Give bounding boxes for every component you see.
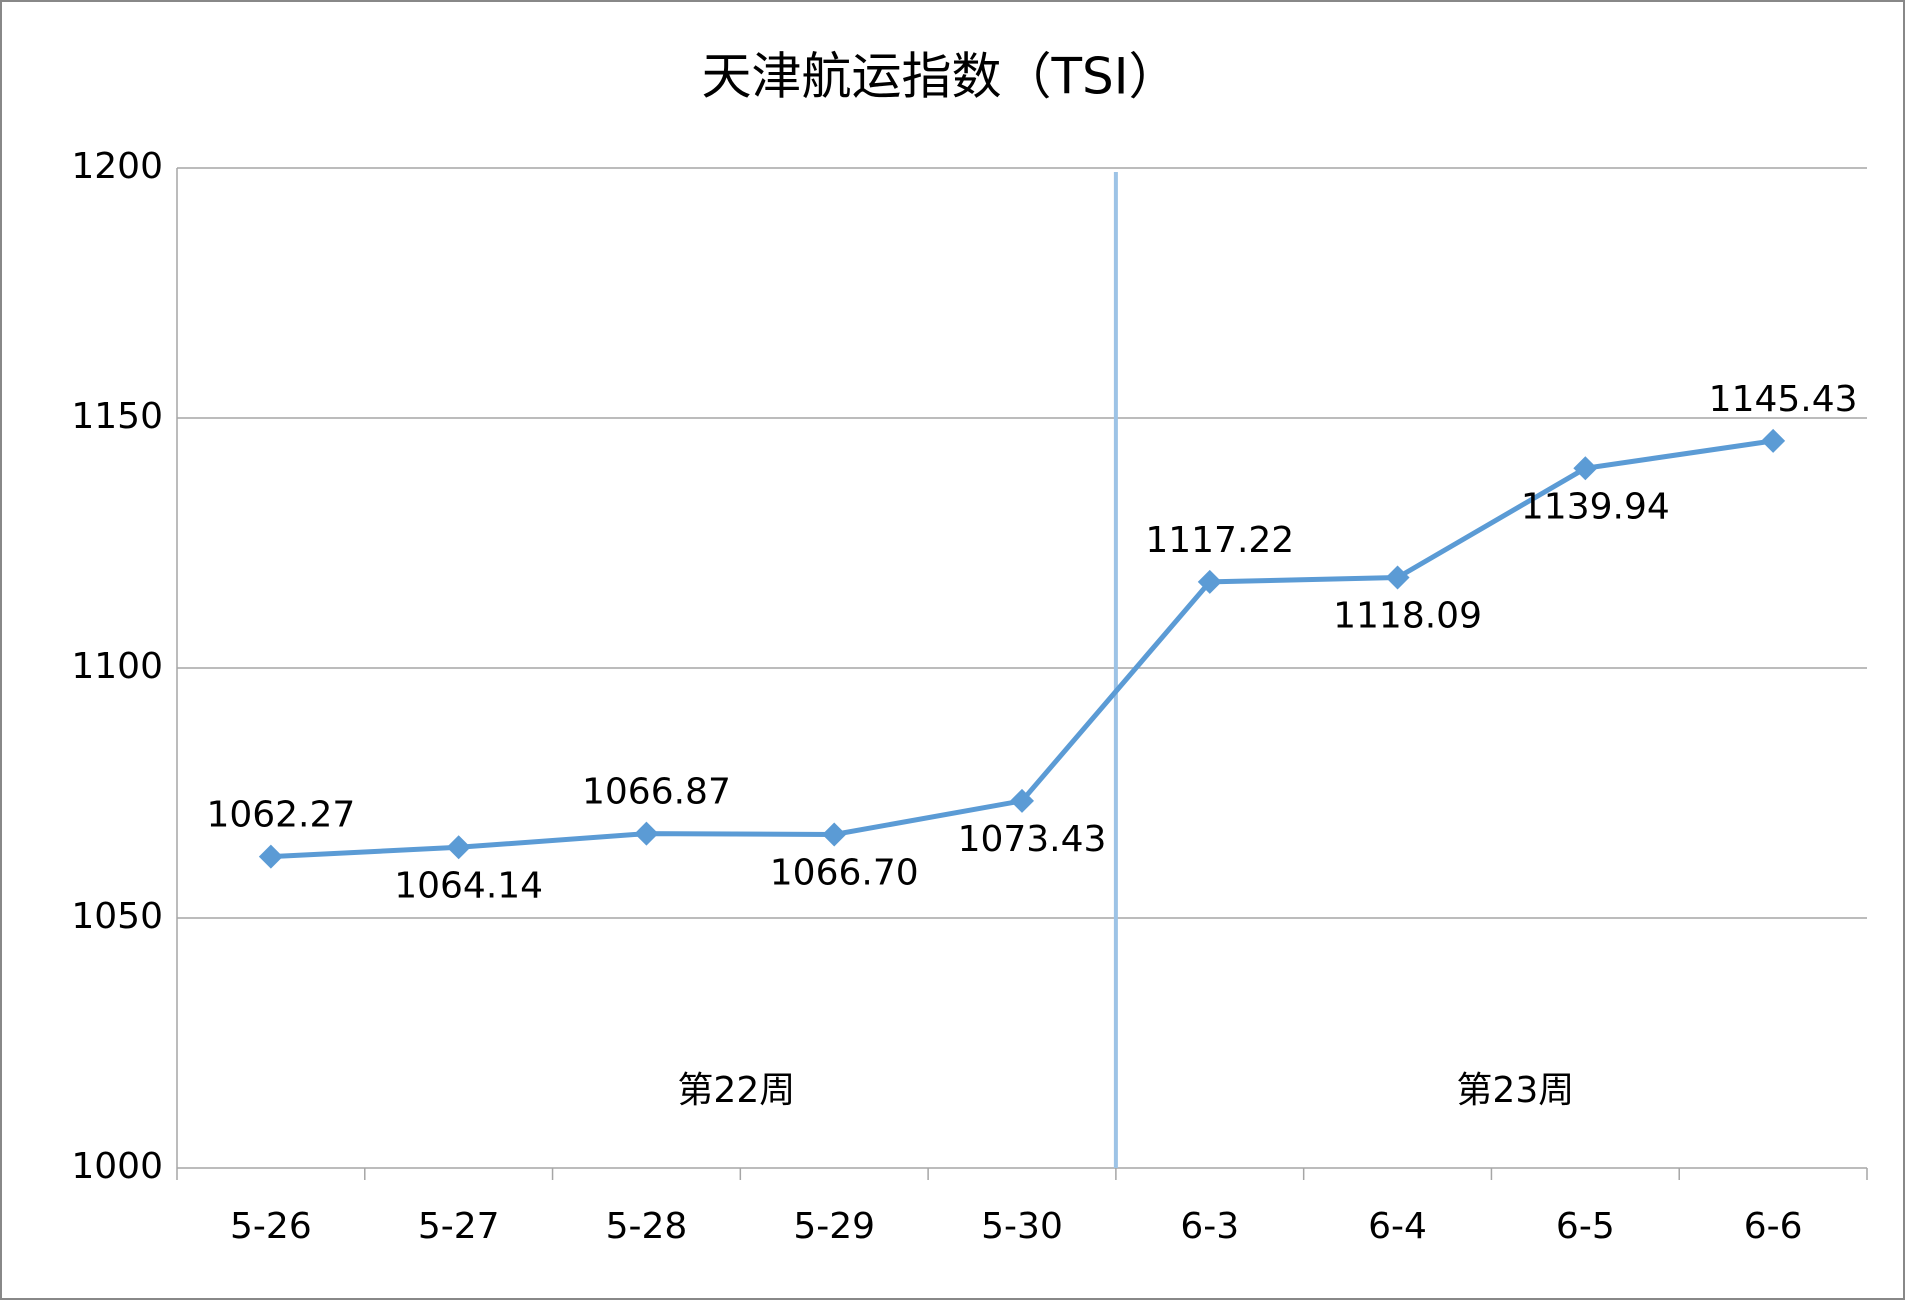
y-tick-label: 1100 <box>71 646 163 687</box>
marker <box>258 844 283 869</box>
marker <box>1385 565 1410 590</box>
x-tick-label: 5-26 <box>230 1206 312 1247</box>
marker <box>1197 569 1222 594</box>
x-tick-label: 6-3 <box>1180 1206 1239 1247</box>
x-tick-label: 5-30 <box>981 1206 1063 1247</box>
data-label: 1118.09 <box>1333 596 1482 637</box>
marker <box>822 822 847 847</box>
data-label: 1139.94 <box>1521 486 1670 527</box>
chart-title: 天津航运指数（TSI） <box>701 48 1178 106</box>
marker <box>634 821 659 846</box>
data-label: 1117.22 <box>1145 520 1294 561</box>
y-tick-label: 1150 <box>71 396 163 437</box>
data-label: 1073.43 <box>958 819 1107 860</box>
data-label: 1066.70 <box>770 853 919 894</box>
week-label: 第22周 <box>677 1070 795 1111</box>
marker <box>446 835 471 860</box>
y-tick-label: 1200 <box>71 146 163 187</box>
data-label: 1064.14 <box>394 865 543 906</box>
data-label: 1062.27 <box>206 795 355 836</box>
x-tick-label: 5-29 <box>793 1206 875 1247</box>
week-label: 第23周 <box>1456 1070 1574 1111</box>
x-tick-label: 6-6 <box>1744 1206 1803 1247</box>
x-tick-label: 6-4 <box>1368 1206 1427 1247</box>
x-tick-label: 5-28 <box>606 1206 688 1247</box>
x-tick-label: 5-27 <box>418 1206 500 1247</box>
data-label: 1145.43 <box>1709 379 1858 420</box>
y-tick-label: 1050 <box>71 896 163 937</box>
marker <box>1761 428 1786 453</box>
data-label: 1066.87 <box>582 772 731 813</box>
x-tick-label: 6-5 <box>1556 1206 1615 1247</box>
marker <box>1010 788 1034 813</box>
marker <box>1573 456 1598 481</box>
y-tick-label: 1000 <box>71 1146 163 1187</box>
